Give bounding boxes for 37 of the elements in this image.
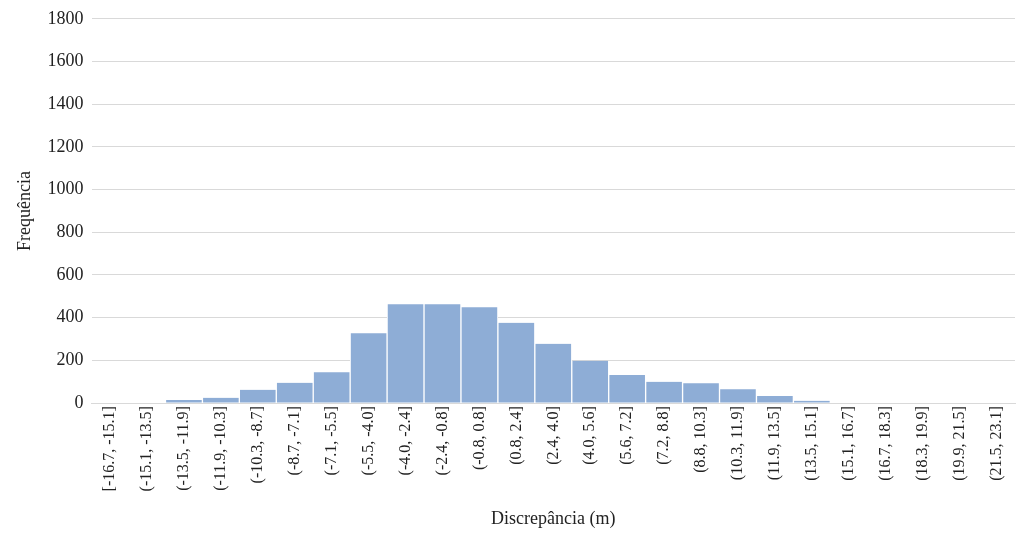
y-tick-label: 1400	[47, 92, 84, 113]
x-tick-label: (21.5, 23.1]	[986, 406, 1005, 481]
x-tick-label: (8.8, 10.3]	[691, 406, 710, 473]
x-tick-label: (4.0, 5.6]	[580, 406, 599, 465]
y-tick-label: 800	[56, 221, 84, 242]
y-tick-label: 1000	[47, 178, 84, 199]
y-tick-label: 400	[56, 306, 84, 327]
x-tick-label: (18.3, 19.9]	[912, 406, 931, 481]
x-tick-label: (-5.5, -4.0]	[358, 406, 377, 476]
x-tick-label: (10.3, 11.9]	[728, 406, 747, 481]
y-tick-label: 0	[74, 391, 84, 412]
x-tick-label: (0.8, 2.4]	[506, 406, 525, 465]
y-axis-title: Frequência	[13, 170, 34, 251]
x-tick-label: [-16.7, -15.1]	[100, 406, 118, 492]
x-tick-label: (-13.5, -11.9]	[174, 406, 193, 491]
y-tick-label: 1200	[47, 135, 84, 156]
x-tick-label: (-11.9, -10.3]	[211, 406, 230, 491]
x-tick-label: (16.7, 18.3]	[875, 406, 894, 481]
x-tick-label: (13.5, 15.1]	[802, 406, 821, 481]
y-tick-label: 1600	[47, 50, 84, 71]
x-tick-label: (2.4, 4.0]	[543, 406, 562, 465]
y-tick-label: 200	[56, 349, 84, 370]
x-tick-label: (-4.0, -2.4]	[395, 406, 414, 476]
x-tick-label: (11.9, 13.5]	[765, 406, 784, 481]
x-tick-label: (-2.4, -0.8]	[432, 406, 451, 476]
x-tick-label: (-8.7, -7.1]	[284, 406, 303, 476]
x-tick-label: (-7.1, -5.5]	[321, 406, 340, 476]
y-tick-label: 1800	[47, 7, 84, 28]
y-tick-label: 600	[56, 263, 84, 284]
x-tick-label: (5.6, 7.2]	[617, 406, 636, 465]
x-tick-label: (-0.8, 0.8]	[469, 406, 488, 471]
x-tick-label: (-15.1, -13.5]	[137, 406, 156, 492]
x-tick-label: (-10.3, -8.7]	[248, 406, 267, 484]
x-tick-label: (19.9, 21.5]	[949, 406, 968, 481]
x-axis-title: Discrepância (m)	[491, 507, 616, 529]
x-tick-label: (7.2, 8.8]	[654, 406, 673, 465]
x-tick-label: (15.1, 16.7]	[838, 406, 857, 481]
